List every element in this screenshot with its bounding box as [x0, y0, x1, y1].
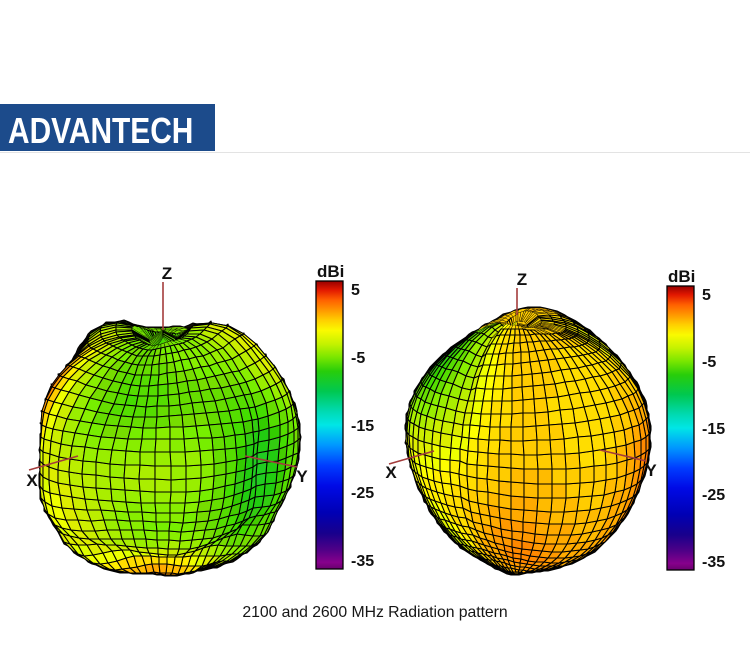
svg-text:-15: -15	[351, 418, 374, 435]
svg-text:-25: -25	[351, 485, 374, 502]
svg-text:-25: -25	[702, 487, 725, 504]
svg-text:Z: Z	[517, 270, 527, 289]
svg-text:dBi: dBi	[317, 262, 344, 281]
svg-text:-35: -35	[351, 553, 374, 570]
svg-text:dBi: dBi	[668, 267, 695, 286]
svg-text:-5: -5	[702, 354, 716, 371]
svg-text:5: 5	[702, 287, 711, 304]
svg-text:X: X	[385, 463, 397, 482]
svg-text:Y: Y	[296, 467, 308, 486]
svg-text:-35: -35	[702, 554, 725, 571]
svg-text:-15: -15	[702, 421, 725, 438]
svg-text:X: X	[26, 471, 38, 490]
svg-text:-5: -5	[351, 350, 365, 367]
svg-text:Z: Z	[162, 264, 172, 283]
svg-text:5: 5	[351, 282, 360, 299]
svg-text:Y: Y	[645, 461, 657, 480]
